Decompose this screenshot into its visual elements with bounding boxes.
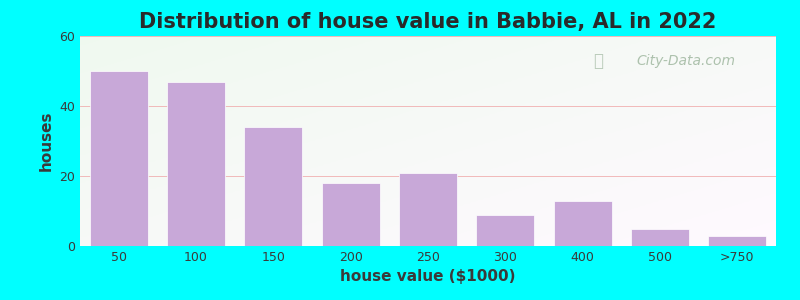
Text: City-Data.com: City-Data.com: [637, 54, 736, 68]
Bar: [399, 172, 457, 246]
Bar: [631, 229, 689, 246]
Bar: [476, 214, 534, 246]
Bar: [322, 183, 380, 246]
Y-axis label: houses: houses: [38, 111, 54, 171]
Title: Distribution of house value in Babbie, AL in 2022: Distribution of house value in Babbie, A…: [139, 12, 717, 32]
Bar: [708, 236, 766, 246]
Bar: [90, 71, 148, 246]
Text: ⦿: ⦿: [594, 52, 603, 70]
Bar: [554, 200, 612, 246]
X-axis label: house value ($1000): house value ($1000): [340, 269, 516, 284]
Bar: [244, 127, 302, 246]
Bar: [167, 82, 225, 246]
